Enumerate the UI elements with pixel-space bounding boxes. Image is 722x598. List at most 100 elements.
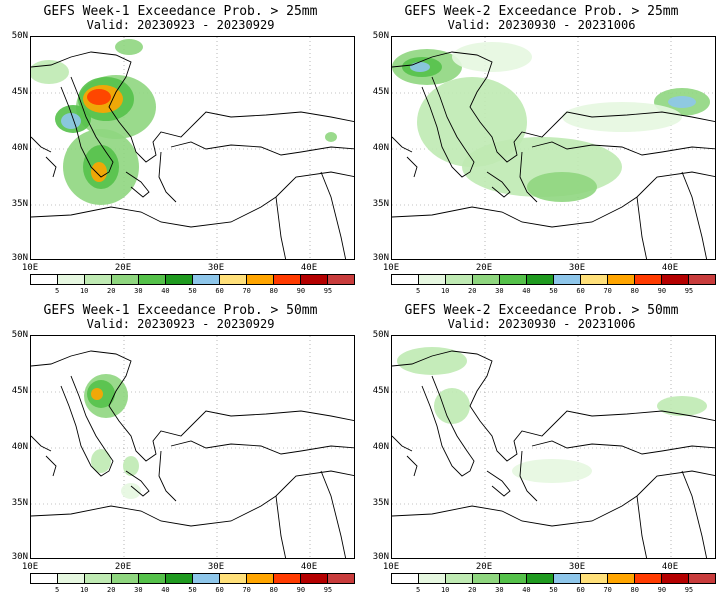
colorbar-label: 60 <box>576 287 585 295</box>
colorbar-cell <box>31 574 58 583</box>
colorbar-label: 50 <box>188 586 197 594</box>
colorbar-cell <box>193 574 220 583</box>
map-panel-week1-25mm: GEFS Week-1 Exceedance Prob. > 25mm Valid… <box>0 0 361 299</box>
colorbar-cell <box>419 574 446 583</box>
panel-valid-dates: Valid: 20230930 - 20231006 <box>447 317 636 331</box>
colorbar-label: 95 <box>684 287 694 295</box>
colorbar-cell <box>419 275 446 284</box>
lon-label: 10E <box>21 562 39 572</box>
colorbar-label: 70 <box>603 287 612 295</box>
colorbar-cell <box>554 275 581 284</box>
colorbar-cell <box>58 574 85 583</box>
colorbar-label: 5 <box>54 586 60 594</box>
colorbar-cell <box>500 574 527 583</box>
colorbar-cell <box>527 574 554 583</box>
lon-label: 20E <box>475 263 493 273</box>
colorbar-label: 80 <box>269 586 278 594</box>
lat-label: 50N <box>372 330 389 340</box>
colorbar-label: 95 <box>323 287 333 295</box>
colorbar-cell <box>166 275 193 284</box>
lon-label: 40E <box>300 263 318 273</box>
lat-label: 40N <box>372 143 389 153</box>
colorbar-label: 20 <box>468 287 477 295</box>
lat-label: 45N <box>11 87 28 97</box>
lon-label: 20E <box>114 562 132 572</box>
lat-label: 30N <box>11 552 28 562</box>
lon-label: 40E <box>300 562 318 572</box>
lat-label: 45N <box>11 386 28 396</box>
colorbar-cell <box>473 275 500 284</box>
colorbar-cell <box>689 574 715 583</box>
colorbar-label: 60 <box>215 287 224 295</box>
colorbar-cell <box>85 574 112 583</box>
colorbar-label: 20 <box>107 287 116 295</box>
colorbar-label: 10 <box>440 287 450 295</box>
colorbar-label: 5 <box>54 287 60 295</box>
lon-label: 30E <box>568 263 586 273</box>
colorbar-cell <box>58 275 85 284</box>
lat-label: 35N <box>372 199 389 209</box>
lon-label: 20E <box>114 263 132 273</box>
panel-valid-dates: Valid: 20230923 - 20230929 <box>86 317 275 331</box>
lon-label: 10E <box>21 263 39 273</box>
colorbar <box>391 274 716 285</box>
colorbar-label: 60 <box>215 586 224 594</box>
probability-map <box>391 36 716 260</box>
colorbar-cell <box>139 574 166 583</box>
colorbar-label: 5 <box>415 287 421 295</box>
colorbar-label: 90 <box>296 287 306 295</box>
colorbar-label: 70 <box>242 287 251 295</box>
colorbar <box>391 573 716 584</box>
lon-label: 40E <box>661 562 679 572</box>
lon-label: 30E <box>207 263 225 273</box>
lat-label: 50N <box>372 31 389 41</box>
colorbar-cell <box>220 574 247 583</box>
lon-label: 10E <box>382 562 400 572</box>
colorbar-label: 30 <box>134 287 143 295</box>
colorbar-cell <box>274 574 301 583</box>
colorbar-label: 30 <box>495 287 504 295</box>
colorbar-label: 70 <box>603 586 612 594</box>
colorbar-cell <box>581 574 608 583</box>
colorbar-label: 90 <box>657 586 667 594</box>
colorbar-label: 80 <box>269 287 278 295</box>
colorbar-label: 10 <box>79 287 89 295</box>
colorbar-cell <box>31 275 58 284</box>
colorbar <box>30 573 355 584</box>
panel-valid-dates: Valid: 20230930 - 20231006 <box>447 18 636 32</box>
colorbar-cell <box>328 574 354 583</box>
colorbar-cell <box>193 275 220 284</box>
colorbar-label: 40 <box>522 287 531 295</box>
lat-label: 40N <box>11 143 28 153</box>
colorbar-label: 80 <box>630 287 639 295</box>
colorbar-label: 60 <box>576 586 585 594</box>
lat-label: 50N <box>11 31 28 41</box>
lat-label: 35N <box>11 199 28 209</box>
colorbar-cell <box>473 574 500 583</box>
lon-label: 10E <box>382 263 400 273</box>
colorbar-cell <box>139 275 166 284</box>
lat-label: 45N <box>372 386 389 396</box>
colorbar-cell <box>446 275 473 284</box>
colorbar <box>30 274 355 285</box>
panel-title: GEFS Week-2 Exceedance Prob. > 25mm <box>404 4 679 19</box>
lat-label: 30N <box>372 253 389 263</box>
colorbar-cell <box>274 275 301 284</box>
colorbar-label: 50 <box>549 586 558 594</box>
colorbar-label: 90 <box>657 287 667 295</box>
lat-label: 35N <box>11 498 28 508</box>
colorbar-label: 20 <box>107 586 116 594</box>
colorbar-cell <box>301 275 328 284</box>
lat-label: 50N <box>11 330 28 340</box>
lat-label: 45N <box>372 87 389 97</box>
lat-label: 35N <box>372 498 389 508</box>
map-panel-week2-25mm: GEFS Week-2 Exceedance Prob. > 25mm Valid… <box>361 0 722 299</box>
colorbar-label: 10 <box>79 586 89 594</box>
colorbar-cell <box>112 275 139 284</box>
colorbar-cell <box>581 275 608 284</box>
colorbar-cell <box>112 574 139 583</box>
colorbar-cell <box>166 574 193 583</box>
colorbar-cell <box>301 574 328 583</box>
colorbar-cell <box>446 574 473 583</box>
colorbar-label: 95 <box>323 586 333 594</box>
